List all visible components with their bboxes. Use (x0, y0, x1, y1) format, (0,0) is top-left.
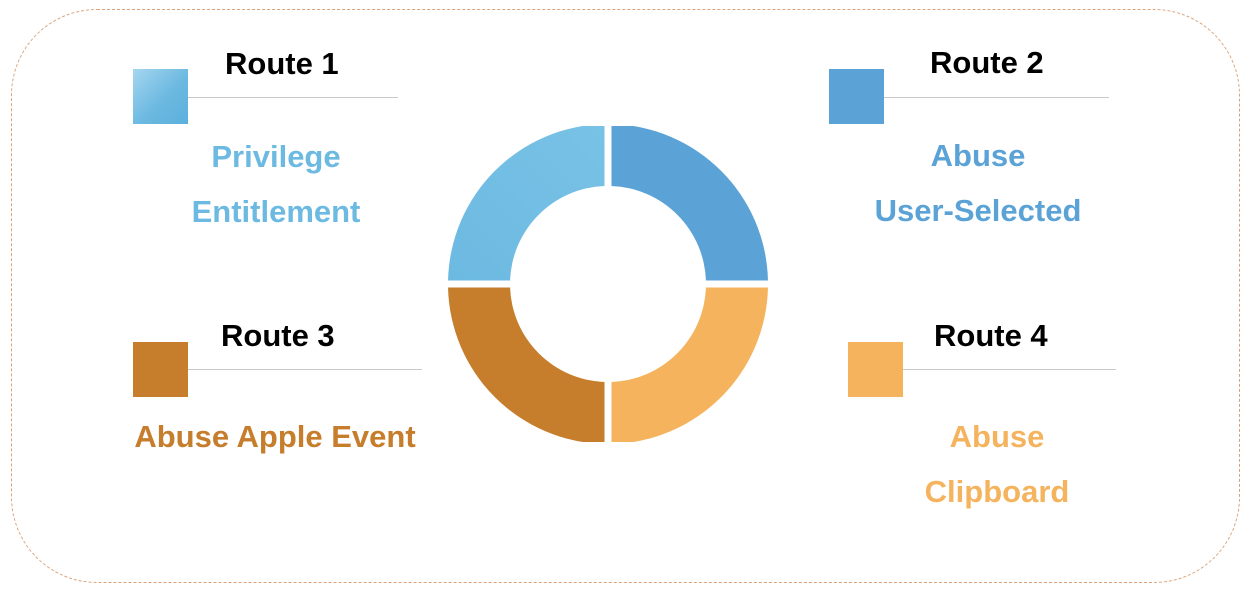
route-1-description: Privilege Entitlement (154, 129, 398, 239)
route-2-description-line-2: User-Selected (874, 193, 1082, 228)
route-1-color-swatch (133, 69, 188, 124)
donut-ring (448, 126, 768, 442)
route-2-divider (884, 97, 1109, 98)
route-2-title: Route 2 (930, 45, 1044, 80)
route-3-description-line-1: Abuse Apple Event (134, 419, 416, 454)
route-1-description-line-1: Privilege (211, 139, 341, 174)
route-3-color-swatch (133, 342, 188, 397)
dashed-rounded-frame (11, 9, 1240, 583)
route-4-description-line-2: Clipboard (924, 474, 1070, 509)
route-4-donut-segment (611, 287, 768, 442)
route-2-donut-segment (611, 126, 768, 281)
route-3-divider (188, 369, 422, 370)
route-1-divider (188, 97, 398, 98)
route-1-description-line-2: Entitlement (191, 194, 361, 229)
route-2-description: Abuse User-Selected (848, 128, 1108, 238)
route-2-description-line-1: Abuse (930, 138, 1026, 173)
route-4-title: Route 4 (934, 318, 1048, 353)
route-1-title: Route 1 (225, 46, 339, 81)
route-3-description: Abuse Apple Event (105, 409, 445, 464)
route-1-donut-segment (448, 126, 605, 281)
route-3-title: Route 3 (221, 318, 335, 353)
route-4-color-swatch (848, 342, 903, 397)
route-4-description: Abuse Clipboard (880, 409, 1114, 519)
route-2-color-swatch (829, 69, 884, 124)
route-3-donut-segment (448, 287, 605, 442)
route-4-divider (903, 369, 1116, 370)
route-4-description-line-1: Abuse (949, 419, 1045, 454)
